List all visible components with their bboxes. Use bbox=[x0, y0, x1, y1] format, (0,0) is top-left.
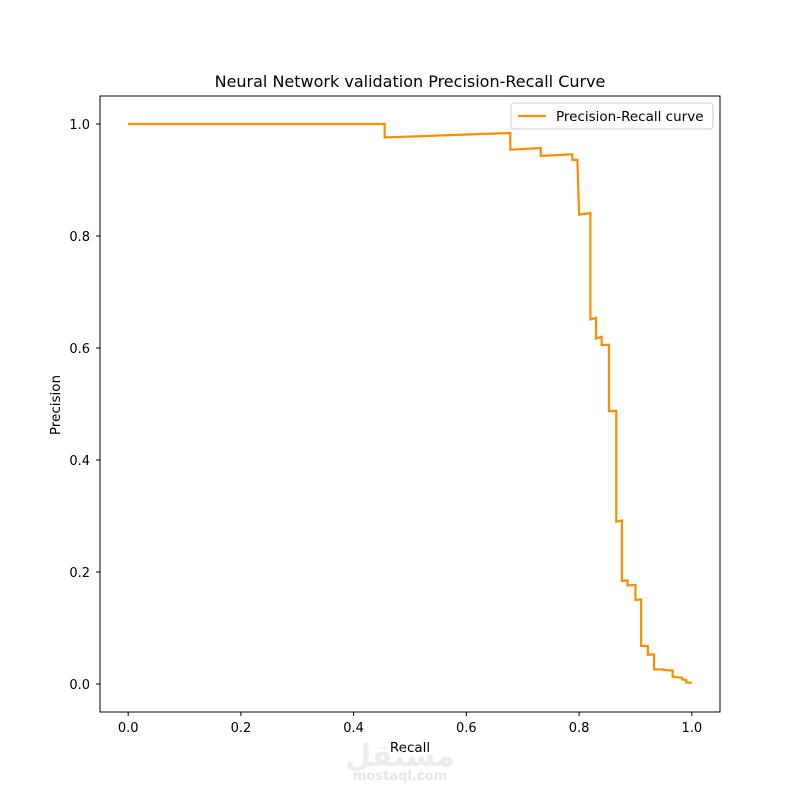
y-tick-label: 0.8 bbox=[69, 230, 90, 245]
y-tick-label: 0.2 bbox=[69, 566, 90, 581]
x-tick-label: 0.4 bbox=[343, 721, 364, 736]
y-tick-label: 1.0 bbox=[69, 118, 90, 133]
watermark-logo-text: مستقل bbox=[345, 739, 455, 774]
legend-label: Precision-Recall curve bbox=[556, 109, 704, 125]
y-tick-label: 0.0 bbox=[69, 678, 90, 693]
plot-area-frame bbox=[99, 95, 721, 713]
chart-title: Neural Network validation Precision-Reca… bbox=[215, 72, 606, 91]
x-tick-label: 0.2 bbox=[231, 721, 252, 736]
x-tick-label: 0.6 bbox=[456, 721, 477, 736]
legend: Precision-Recall curve bbox=[510, 102, 714, 130]
y-tick-label: 0.6 bbox=[69, 342, 90, 357]
watermark: مستقل mostaql.com bbox=[345, 739, 455, 784]
x-tick-label: 0.0 bbox=[118, 721, 139, 736]
axis-ticks: 0.0 0.2 0.4 0.6 0.8 1.0 0.0 0.2 0.4 0.6 0.8 1.0 bbox=[69, 118, 702, 736]
x-axis-label: Recall bbox=[390, 740, 430, 756]
y-axis-label: Precision bbox=[48, 375, 64, 435]
series-line-precision-recall bbox=[128, 122, 692, 684]
x-tick-label: 1.0 bbox=[681, 721, 702, 736]
x-tick-label: 0.8 bbox=[569, 721, 590, 736]
legend-frame bbox=[510, 102, 714, 130]
watermark-url: mostaql.com bbox=[353, 769, 447, 784]
y-tick-label: 0.4 bbox=[69, 454, 90, 469]
